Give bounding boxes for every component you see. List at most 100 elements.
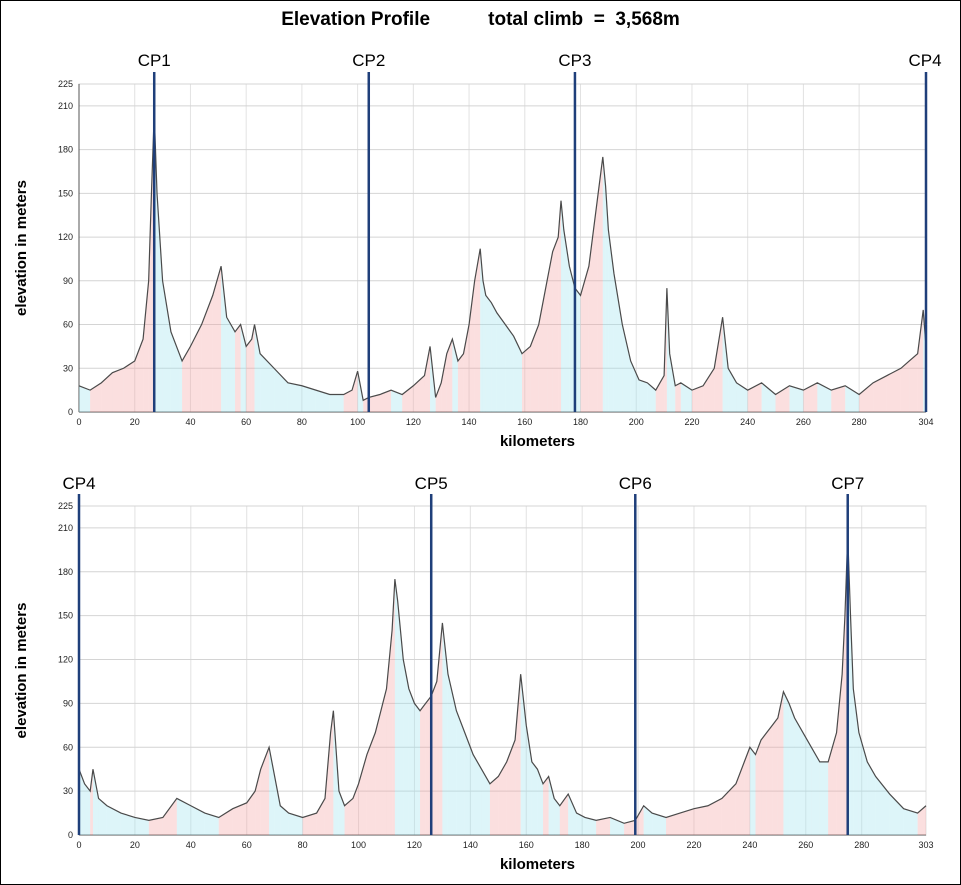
climb-shade xyxy=(693,805,708,835)
x-tick-label: 60 xyxy=(241,417,251,427)
x-tick-label: 80 xyxy=(297,417,307,427)
climb-shade xyxy=(803,382,818,412)
descent-shade xyxy=(120,813,135,835)
descent-shade xyxy=(301,385,316,412)
x-tick-label: 20 xyxy=(130,417,140,427)
y-tick-label: 0 xyxy=(68,830,73,840)
descent-shade xyxy=(574,288,581,412)
climb-shade xyxy=(343,390,353,412)
descent-shade xyxy=(394,579,398,835)
climb-shade xyxy=(909,353,918,412)
x-axis-label: kilometers xyxy=(500,856,575,873)
climb-shade xyxy=(873,375,887,412)
checkpoint-label: CP2 xyxy=(352,51,385,70)
descent-shade xyxy=(803,732,812,835)
descent-shade xyxy=(226,317,236,412)
descent-shade xyxy=(783,691,790,835)
y-tick-label: 180 xyxy=(58,145,73,155)
climb-shade xyxy=(515,674,521,835)
descent-shade xyxy=(889,794,904,835)
descent-shade xyxy=(447,674,457,835)
climb-shade xyxy=(436,652,440,835)
descent-shade xyxy=(403,659,409,835)
climb-shade xyxy=(162,798,177,835)
climb-shade xyxy=(255,769,261,835)
descent-shade xyxy=(602,156,606,412)
descent-shade xyxy=(761,382,776,412)
x-tick-label: 120 xyxy=(406,417,421,427)
x-tick-label: 260 xyxy=(798,840,813,850)
climb-shade xyxy=(420,703,426,835)
descent-shade xyxy=(554,798,560,835)
climb-shade xyxy=(246,339,252,412)
climb-shade xyxy=(522,346,531,412)
x-tick-label: 180 xyxy=(575,840,590,850)
descent-shade xyxy=(79,769,85,835)
descent-shade xyxy=(179,353,183,412)
y-tick-label: 150 xyxy=(58,611,73,621)
descent-shade xyxy=(482,280,486,412)
x-tick-label: 100 xyxy=(350,417,365,427)
climb-shade xyxy=(703,368,715,412)
climb-shade xyxy=(358,754,367,835)
descent-shade xyxy=(456,710,465,835)
descent-shade xyxy=(473,754,482,835)
y-tick-label: 60 xyxy=(63,320,73,330)
x-tick-label: 220 xyxy=(686,840,701,850)
climb-shade xyxy=(435,382,442,412)
climb-shade xyxy=(552,237,559,412)
descent-shade xyxy=(608,229,614,412)
climb-shade xyxy=(316,798,325,835)
climb-shade xyxy=(90,382,102,412)
climb-shade xyxy=(324,732,331,835)
x-tick-label: 40 xyxy=(185,417,195,427)
climb-shade xyxy=(530,324,539,412)
descent-shade xyxy=(397,601,404,835)
climb-shade xyxy=(580,266,589,412)
climb-shade xyxy=(735,761,745,835)
descent-shade xyxy=(817,382,832,412)
descent-shade xyxy=(391,390,403,412)
descent-shade xyxy=(280,805,289,835)
climb-shade xyxy=(655,375,665,412)
climb-shade xyxy=(366,732,376,835)
climb-shade xyxy=(596,817,611,835)
x-tick-label: 140 xyxy=(463,840,478,850)
descent-shade xyxy=(98,798,107,835)
climb-shade xyxy=(212,266,222,412)
climb-shade xyxy=(446,339,453,412)
descent-shade xyxy=(537,769,544,835)
x-tick-label: 280 xyxy=(854,840,869,850)
y-axis-label: elevation in meters xyxy=(13,180,30,316)
descent-shade xyxy=(584,817,597,835)
descent-shade xyxy=(505,324,514,412)
chart-panel-2: 0 20 40 60 80 100 120 140 160 180 200 220 240 260 280 3… xyxy=(13,474,934,873)
descent-shade xyxy=(669,353,676,412)
climb-shade xyxy=(463,324,470,412)
x-tick-label: 20 xyxy=(130,840,140,850)
descent-shade xyxy=(548,776,555,835)
descent-shade xyxy=(513,336,523,412)
checkpoint-label: CP7 xyxy=(831,474,864,493)
title-climb: total climb = 3,568m xyxy=(488,9,680,30)
descent-shade xyxy=(162,280,171,412)
descent-shade xyxy=(274,776,281,835)
descent-shade xyxy=(408,688,415,835)
descent-shade xyxy=(531,761,538,835)
climb-shade xyxy=(425,696,432,835)
x-tick-label: 180 xyxy=(573,417,588,427)
climb-shade xyxy=(836,674,843,835)
descent-shade xyxy=(329,394,344,412)
climb-shade xyxy=(675,382,681,412)
descent-shade xyxy=(496,312,506,412)
climb-shade xyxy=(831,385,846,412)
x-tick-label: 140 xyxy=(462,417,477,427)
checkpoint-label: CP1 xyxy=(138,51,171,70)
descent-shade xyxy=(576,813,585,835)
climb-shade xyxy=(828,732,837,835)
climb-shade xyxy=(363,397,369,412)
climb-shade xyxy=(386,630,393,835)
climb-shade xyxy=(691,385,704,412)
descent-shade xyxy=(858,732,868,835)
descent-shade xyxy=(176,798,191,835)
